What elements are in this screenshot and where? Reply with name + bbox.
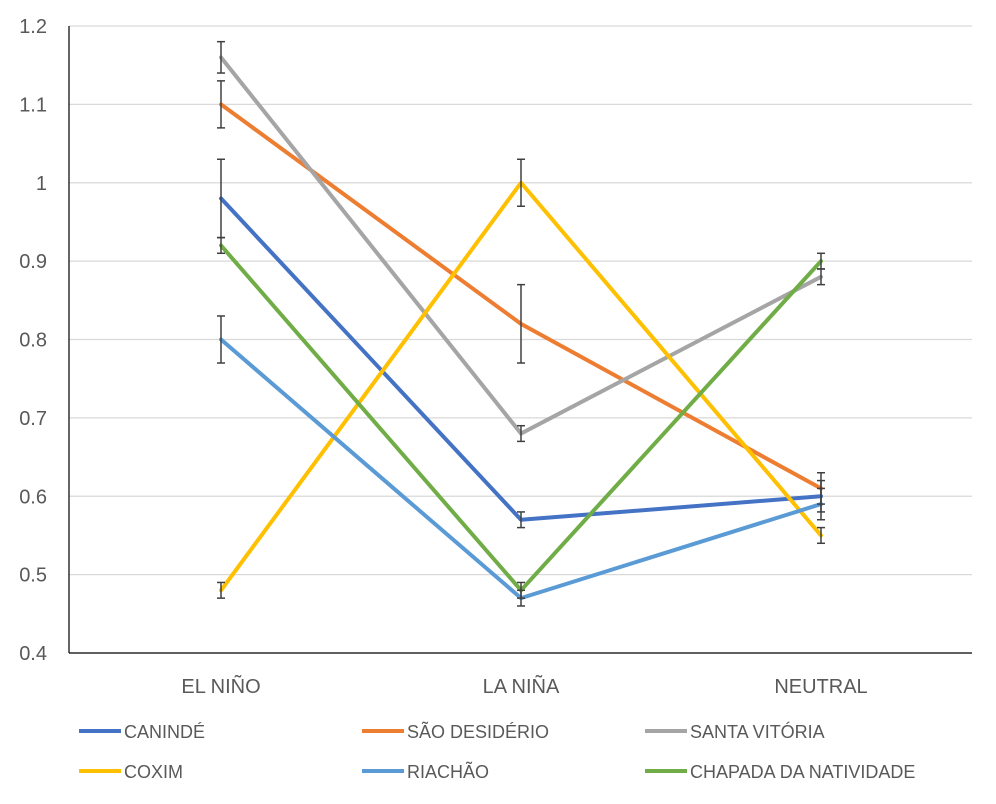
- y-tick-label: 0.7: [19, 408, 47, 430]
- error-bar: [217, 581, 225, 599]
- legend-label: COXIM: [124, 762, 183, 782]
- y-tick-label: 1: [36, 173, 47, 195]
- error-bar: [217, 315, 225, 364]
- error-bar: [817, 252, 825, 270]
- y-tick-label: 0.8: [19, 330, 47, 352]
- error-bars: [217, 40, 825, 607]
- error-bar: [817, 526, 825, 545]
- y-tick-label: 0.5: [19, 565, 47, 587]
- error-bar: [217, 158, 225, 239]
- x-tick-label: LA NIÑA: [483, 674, 560, 698]
- x-tick-label: NEUTRAL: [774, 676, 867, 698]
- legend-item: RIACHÃO: [362, 761, 489, 782]
- error-bar: [517, 511, 525, 529]
- legend-label: SÃO DESIDÉRIO: [407, 721, 549, 742]
- error-bar: [217, 236, 225, 255]
- error-bar: [817, 487, 825, 521]
- axes: 0.4 0.5 0.6 0.7 0.8 0.9 1 1.1 1.2 EL NIÑO LA NIÑA N…: [19, 16, 972, 698]
- y-tick-label: 1.1: [19, 94, 47, 116]
- x-tick-label: EL NIÑO: [181, 674, 260, 698]
- error-bar: [517, 581, 525, 599]
- y-tick-label: 1.2: [19, 16, 47, 38]
- error-bar: [517, 424, 525, 443]
- legend-item: CANINDÉ: [79, 722, 205, 742]
- y-tick-label: 0.4: [19, 643, 47, 665]
- legend-item: CHAPADA DA NATIVIDADE: [645, 762, 915, 782]
- error-bar: [517, 283, 525, 364]
- y-tick-label: 0.9: [19, 251, 47, 273]
- legend: CANINDÉ SÃO DESIDÉRIO SANTA VITÓRIA COXIM RI…: [79, 721, 915, 782]
- legend-item: COXIM: [79, 762, 183, 782]
- legend-item: SÃO DESIDÉRIO: [362, 721, 549, 742]
- error-bar: [517, 158, 525, 208]
- y-tick-label: 0.6: [19, 486, 47, 508]
- series-line-4: [219, 180, 823, 593]
- legend-label: RIACHÃO: [407, 761, 489, 782]
- legend-label: CANINDÉ: [124, 722, 205, 742]
- error-bar: [217, 80, 225, 129]
- legend-label: CHAPADA DA NATIVIDADE: [690, 762, 915, 782]
- legend-label: SANTA VITÓRIA: [690, 721, 825, 742]
- series-line-3: [219, 55, 823, 436]
- legend-item: SANTA VITÓRIA: [645, 721, 825, 742]
- error-bar: [217, 40, 225, 74]
